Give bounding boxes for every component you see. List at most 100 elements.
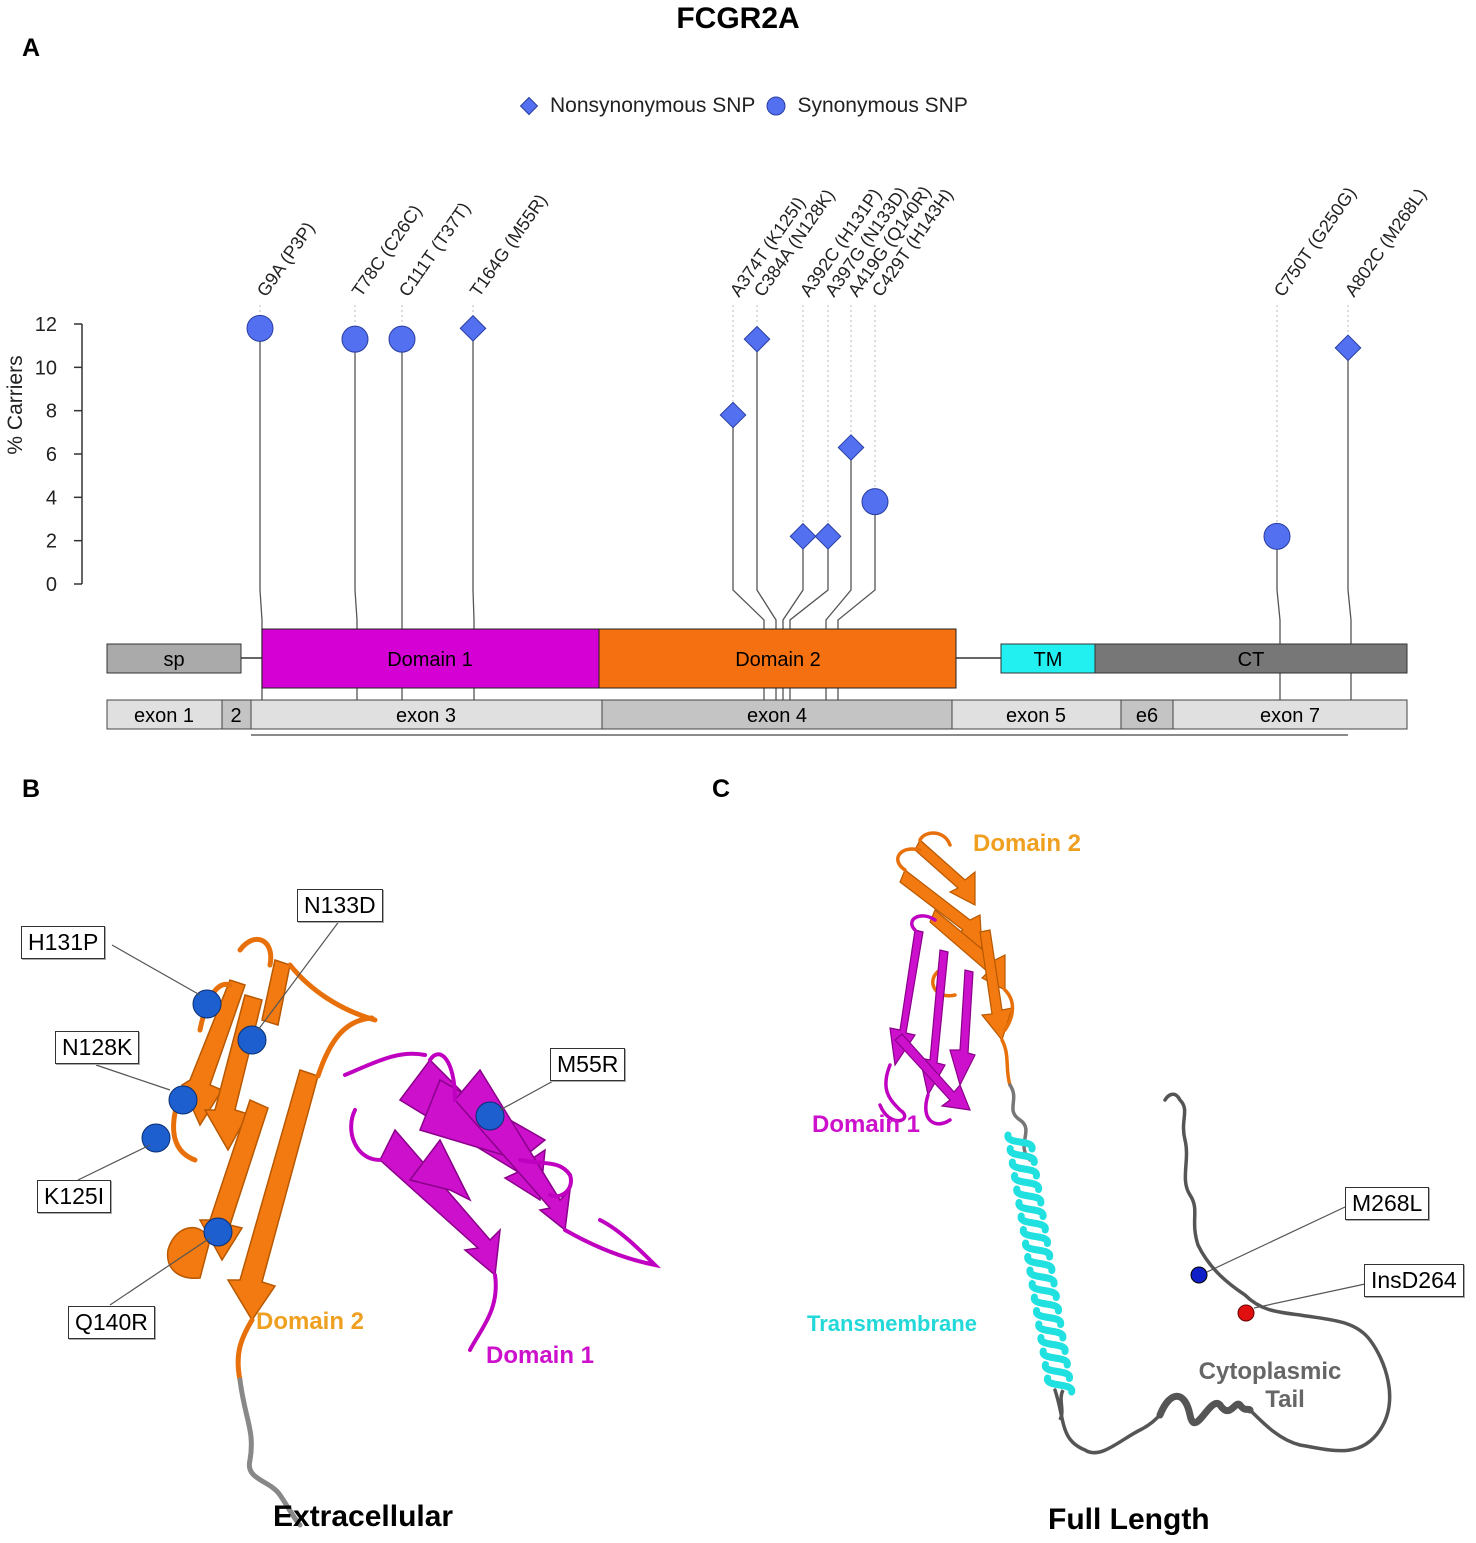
c-domain-2-ribbon bbox=[899, 839, 1013, 1042]
exon-7 bbox=[1172, 699, 1408, 730]
snp-label: T164G (M55R) bbox=[466, 190, 551, 300]
snp-stem bbox=[1276, 536, 1281, 715]
full-length-structure bbox=[878, 831, 1392, 1455]
sphere-m55r bbox=[475, 1101, 505, 1131]
nonsynonymous-snp-marker bbox=[743, 325, 771, 353]
sphere-k125i bbox=[141, 1123, 171, 1153]
y-tick-label: 8 bbox=[46, 401, 57, 423]
exon-6-label: e6 bbox=[1136, 705, 1158, 727]
label-n133d: N133D bbox=[297, 889, 383, 922]
domain-1-loops bbox=[343, 1051, 662, 1352]
panel-letter-c: C bbox=[712, 775, 731, 803]
panel-c-caption: Full Length bbox=[1048, 1503, 1210, 1536]
label-m55r: M55R bbox=[550, 1048, 626, 1081]
panel-letter-b: B bbox=[22, 775, 41, 803]
cytoplasmic-label-line-1: Cytoplasmic bbox=[1198, 1358, 1342, 1385]
domain-sp bbox=[106, 643, 242, 674]
cytoplasmic-helix bbox=[1156, 1392, 1254, 1427]
c-domain-1-loops bbox=[878, 914, 952, 1126]
panel-b-caption: Extracellular bbox=[273, 1500, 454, 1533]
domain-1 bbox=[261, 628, 600, 689]
label-k125i: K125I bbox=[37, 1180, 112, 1213]
panel-c-domain-2-label: Domain 2 bbox=[973, 830, 1082, 857]
helix-turn bbox=[1030, 1293, 1062, 1315]
exon-1-label: exon 1 bbox=[134, 705, 194, 727]
helix-turn bbox=[1037, 1334, 1069, 1355]
helix-turn bbox=[1015, 1199, 1047, 1220]
helix-turn bbox=[1017, 1212, 1049, 1234]
y-tick-label: 12 bbox=[35, 314, 57, 336]
helix-turn bbox=[1008, 1158, 1040, 1180]
helix-turn bbox=[1035, 1320, 1067, 1342]
c-leader-lines bbox=[1206, 1206, 1366, 1309]
helix-turn bbox=[1024, 1253, 1056, 1274]
domain-tm bbox=[1000, 643, 1096, 674]
cytoplasmic-tail-coil bbox=[1053, 1092, 1392, 1455]
synonymous-snp-marker bbox=[861, 488, 889, 516]
panel-c-domain-1-label: Domain 1 bbox=[812, 1111, 921, 1138]
helix-turn bbox=[1044, 1374, 1076, 1396]
helix-turn bbox=[1039, 1347, 1071, 1369]
helix-turn bbox=[1006, 1145, 1038, 1166]
helix-turn bbox=[1026, 1266, 1058, 1288]
domain-tm-label: TM bbox=[1034, 649, 1063, 671]
exon-1 bbox=[106, 699, 223, 730]
exon-4-label: exon 4 bbox=[747, 705, 807, 727]
helix-turn bbox=[1013, 1185, 1045, 1207]
nonsynonymous-snp-marker bbox=[814, 522, 842, 550]
stalk-tail bbox=[237, 1377, 303, 1528]
variant-spheres bbox=[141, 989, 505, 1247]
domain-1-ribbon bbox=[379, 1058, 572, 1277]
helix-turn bbox=[1033, 1307, 1065, 1328]
label-m268l: M268L bbox=[1345, 1187, 1430, 1220]
cytoplasmic-label-line-2: Tail bbox=[1265, 1386, 1305, 1413]
c-domain-1-ribbon bbox=[889, 929, 976, 1111]
label-h131p: H131P bbox=[21, 926, 106, 959]
exon-3 bbox=[250, 699, 603, 730]
exon-3-label: exon 3 bbox=[396, 705, 456, 727]
circle-icon bbox=[766, 96, 786, 116]
synonymous-snp-marker bbox=[341, 325, 369, 353]
figure-title: FCGR2A bbox=[676, 2, 800, 35]
sphere-m268l bbox=[1190, 1266, 1208, 1284]
helix-turn bbox=[1041, 1361, 1073, 1382]
exon-4 bbox=[601, 699, 953, 730]
nonsynonymous-snp-marker bbox=[837, 434, 865, 461]
synonymous-snp-marker bbox=[388, 325, 416, 353]
domain-sp-label: sp bbox=[163, 649, 184, 671]
domain-ct bbox=[1094, 643, 1408, 674]
label-n128k: N128K bbox=[55, 1031, 140, 1064]
diamond-icon bbox=[519, 96, 539, 116]
legend-nonsynonymous: Nonsynonymous SNP bbox=[550, 94, 756, 117]
nonsynonymous-snp-marker bbox=[459, 314, 487, 342]
exon-2-label: 2 bbox=[230, 705, 241, 727]
y-tick-label: 4 bbox=[46, 487, 57, 509]
domain-ct-label: CT bbox=[1238, 649, 1265, 671]
domain-2 bbox=[598, 628, 957, 689]
sphere-h131p bbox=[192, 989, 222, 1019]
panel-letter-a: A bbox=[22, 34, 41, 62]
snp-label: G9A (P3P) bbox=[253, 218, 319, 300]
exon-5-label: exon 5 bbox=[1006, 705, 1066, 727]
sphere-n133d bbox=[237, 1025, 267, 1055]
nonsynonymous-snp-marker bbox=[719, 401, 747, 429]
domain-1-label: Domain 1 bbox=[387, 649, 473, 671]
helix-turn bbox=[1011, 1172, 1043, 1193]
y-axis-label: % Carriers bbox=[4, 355, 27, 454]
c-domain-2-loops bbox=[896, 831, 1015, 1087]
panel-b-domain-1-label: Domain 1 bbox=[486, 1342, 595, 1369]
y-tick-label: 2 bbox=[46, 531, 57, 553]
exon-7-label: exon 7 bbox=[1260, 705, 1320, 727]
nonsynonymous-snp-marker bbox=[1334, 334, 1362, 362]
transmembrane-helix bbox=[1004, 1131, 1076, 1421]
c-linker bbox=[1008, 1083, 1032, 1162]
exon-5 bbox=[951, 699, 1122, 730]
helix-turn bbox=[1028, 1280, 1060, 1301]
synonymous-snp-marker bbox=[246, 314, 274, 342]
y-ticks: 0 2 4 6 8 10 12 bbox=[35, 314, 82, 596]
extracellular-structure bbox=[77, 919, 662, 1528]
panel-c-cytoplasmic-label: Cytoplasmic Tail bbox=[1185, 1358, 1355, 1414]
domain-2-label: Domain 2 bbox=[735, 649, 821, 671]
y-tick-label: 6 bbox=[46, 444, 57, 466]
